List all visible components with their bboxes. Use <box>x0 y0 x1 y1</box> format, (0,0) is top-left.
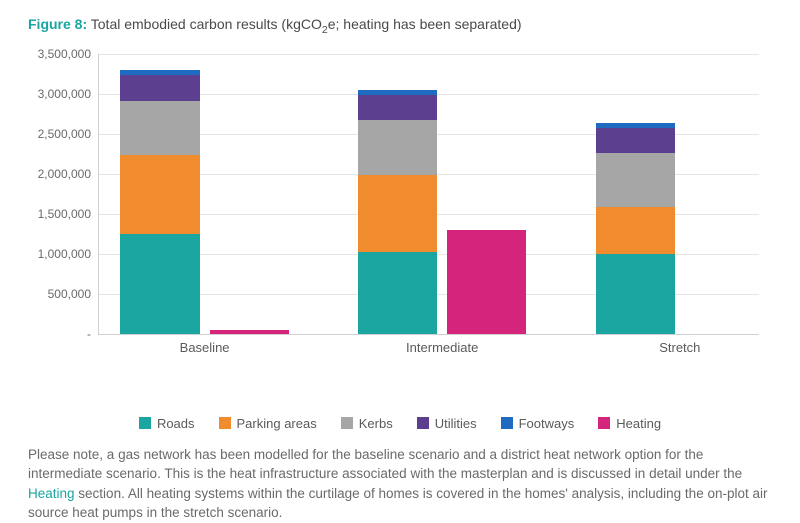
y-axis-label: 2,000,000 <box>38 167 99 181</box>
legend-swatch <box>598 417 610 429</box>
legend-label: Footways <box>519 416 575 431</box>
legend-item-util: Utilities <box>417 416 477 431</box>
heating-bar <box>447 230 526 334</box>
chart: - 500,000 1,000,000 1,500,000 2,000,000 2,500… <box>28 44 772 374</box>
legend-label: Parking areas <box>237 416 317 431</box>
y-axis-label: 500,000 <box>48 287 99 301</box>
legend-item-heat: Heating <box>598 416 661 431</box>
bar-segment-util <box>596 128 675 153</box>
y-axis-label: 1,000,000 <box>38 247 99 261</box>
bar-segment-roads <box>596 254 675 334</box>
grid-line <box>99 54 759 55</box>
note-before: Please note, a gas network has been mode… <box>28 447 742 482</box>
bar-segment-foot <box>596 123 675 129</box>
x-axis-label: Intermediate <box>406 334 478 355</box>
note-after: section. All heating systems within the … <box>28 486 767 521</box>
bar-segment-foot <box>358 90 437 96</box>
bar-segment-foot <box>120 70 199 76</box>
legend: Roads Parking areas Kerbs Utilities Footways… <box>28 416 772 431</box>
legend-label: Kerbs <box>359 416 393 431</box>
legend-swatch <box>139 417 151 429</box>
bar-segment-kerbs <box>120 101 199 155</box>
x-axis-label: Stretch <box>659 334 700 355</box>
bar-segment-kerbs <box>596 153 675 207</box>
legend-label: Utilities <box>435 416 477 431</box>
figure-title: Figure 8: Total embodied carbon results … <box>28 16 772 36</box>
legend-swatch <box>501 417 513 429</box>
legend-swatch <box>219 417 231 429</box>
bar-segment-parking <box>120 155 199 233</box>
legend-label: Heating <box>616 416 661 431</box>
stacked-bar <box>596 123 675 334</box>
stacked-bar <box>358 90 437 334</box>
bar-segment-parking <box>358 175 437 253</box>
legend-item-parking: Parking areas <box>219 416 317 431</box>
plot-area: -500,0001,000,0001,500,0002,000,0002,500… <box>98 54 759 335</box>
figure-title-text: Total embodied carbon results (kgCO2e; h… <box>91 16 522 32</box>
figure-label: Figure 8: <box>28 16 87 32</box>
legend-swatch <box>341 417 353 429</box>
bar-segment-roads <box>120 234 199 334</box>
bar-segment-util <box>120 75 199 101</box>
footnote: Please note, a gas network has been mode… <box>28 445 772 523</box>
x-axis-label: Baseline <box>180 334 230 355</box>
y-axis-label: 1,500,000 <box>38 207 99 221</box>
legend-item-kerbs: Kerbs <box>341 416 393 431</box>
y-axis-label: - <box>87 327 99 341</box>
y-axis-label: 3,000,000 <box>38 87 99 101</box>
note-link: Heating <box>28 486 75 501</box>
legend-item-roads: Roads <box>139 416 195 431</box>
bar-segment-parking <box>596 207 675 253</box>
bar-segment-roads <box>358 252 437 334</box>
y-axis-label: 3,500,000 <box>38 47 99 61</box>
bar-segment-util <box>358 95 437 120</box>
y-axis-label: 2,500,000 <box>38 127 99 141</box>
legend-item-foot: Footways <box>501 416 575 431</box>
bar-segment-kerbs <box>358 120 437 174</box>
stacked-bar <box>120 70 199 334</box>
legend-label: Roads <box>157 416 195 431</box>
legend-swatch <box>417 417 429 429</box>
